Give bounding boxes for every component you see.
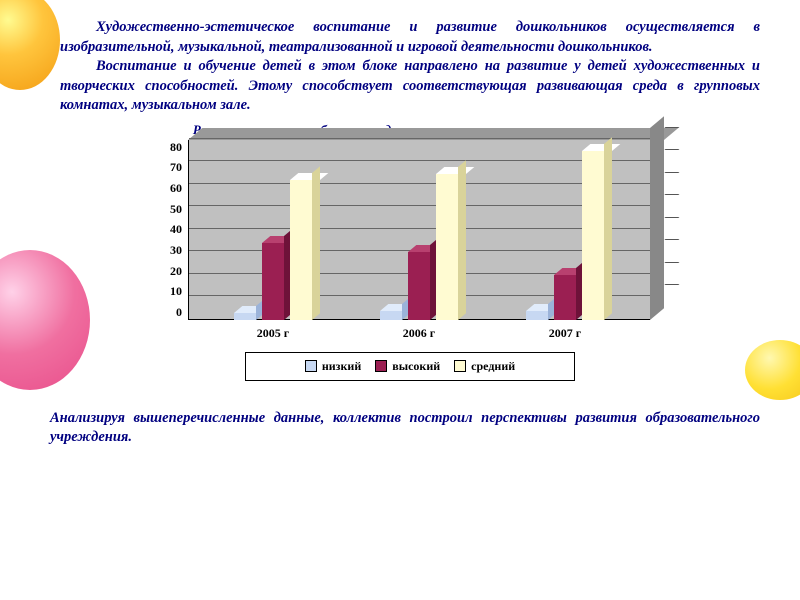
y-tick-label: 70: [170, 160, 182, 175]
x-axis-labels: 2005 г 2006 г 2007 г: [188, 322, 650, 341]
bar: [436, 174, 458, 320]
bar: [290, 180, 312, 320]
y-axis: 80 70 60 50 40 30 20 10 0: [170, 140, 188, 320]
legend-item: высокий: [375, 359, 440, 374]
legend-label: низкий: [322, 359, 361, 374]
y-tick-label: 10: [170, 284, 182, 299]
x-tick-label: 2007 г: [549, 326, 581, 341]
x-tick-label: 2006 г: [403, 326, 435, 341]
footer-paragraph: Анализируя вышеперечисленные данные, кол…: [50, 409, 760, 447]
y-tick-label: 0: [176, 305, 182, 320]
bar: [262, 243, 284, 320]
legend-label: средний: [471, 359, 515, 374]
bar-group: [380, 174, 458, 320]
legend-item: низкий: [305, 359, 361, 374]
bar: [408, 252, 430, 320]
x-tick-label: 2005 г: [257, 326, 289, 341]
y-tick-label: 50: [170, 202, 182, 217]
legend-swatch: [375, 360, 387, 372]
legend-swatch: [454, 360, 466, 372]
legend-swatch: [305, 360, 317, 372]
bar: [554, 275, 576, 320]
intro-paragraph-2: Воспитание и обучение детей в этом блоке…: [60, 57, 760, 116]
y-tick-label: 30: [170, 243, 182, 258]
chart-legend: низкий высокий средний: [245, 352, 575, 381]
bar: [380, 311, 402, 320]
y-tick-label: 60: [170, 181, 182, 196]
bar-group: [234, 180, 312, 320]
bar: [234, 313, 256, 320]
legend-item: средний: [454, 359, 515, 374]
legend-label: высокий: [392, 359, 440, 374]
bar-chart: 80 70 60 50 40 30 20 10 0 2005 г 2006 г 2007 г низ…: [170, 140, 650, 381]
bar: [526, 311, 548, 320]
bar: [582, 151, 604, 320]
y-tick-label: 20: [170, 264, 182, 279]
chart-plot: 2005 г 2006 г 2007 г: [188, 140, 650, 340]
bar-group: [526, 151, 604, 320]
y-tick-label: 40: [170, 222, 182, 237]
intro-paragraph-1: Художественно-эстетическое воспитание и …: [60, 18, 760, 57]
y-tick-label: 80: [170, 140, 182, 155]
